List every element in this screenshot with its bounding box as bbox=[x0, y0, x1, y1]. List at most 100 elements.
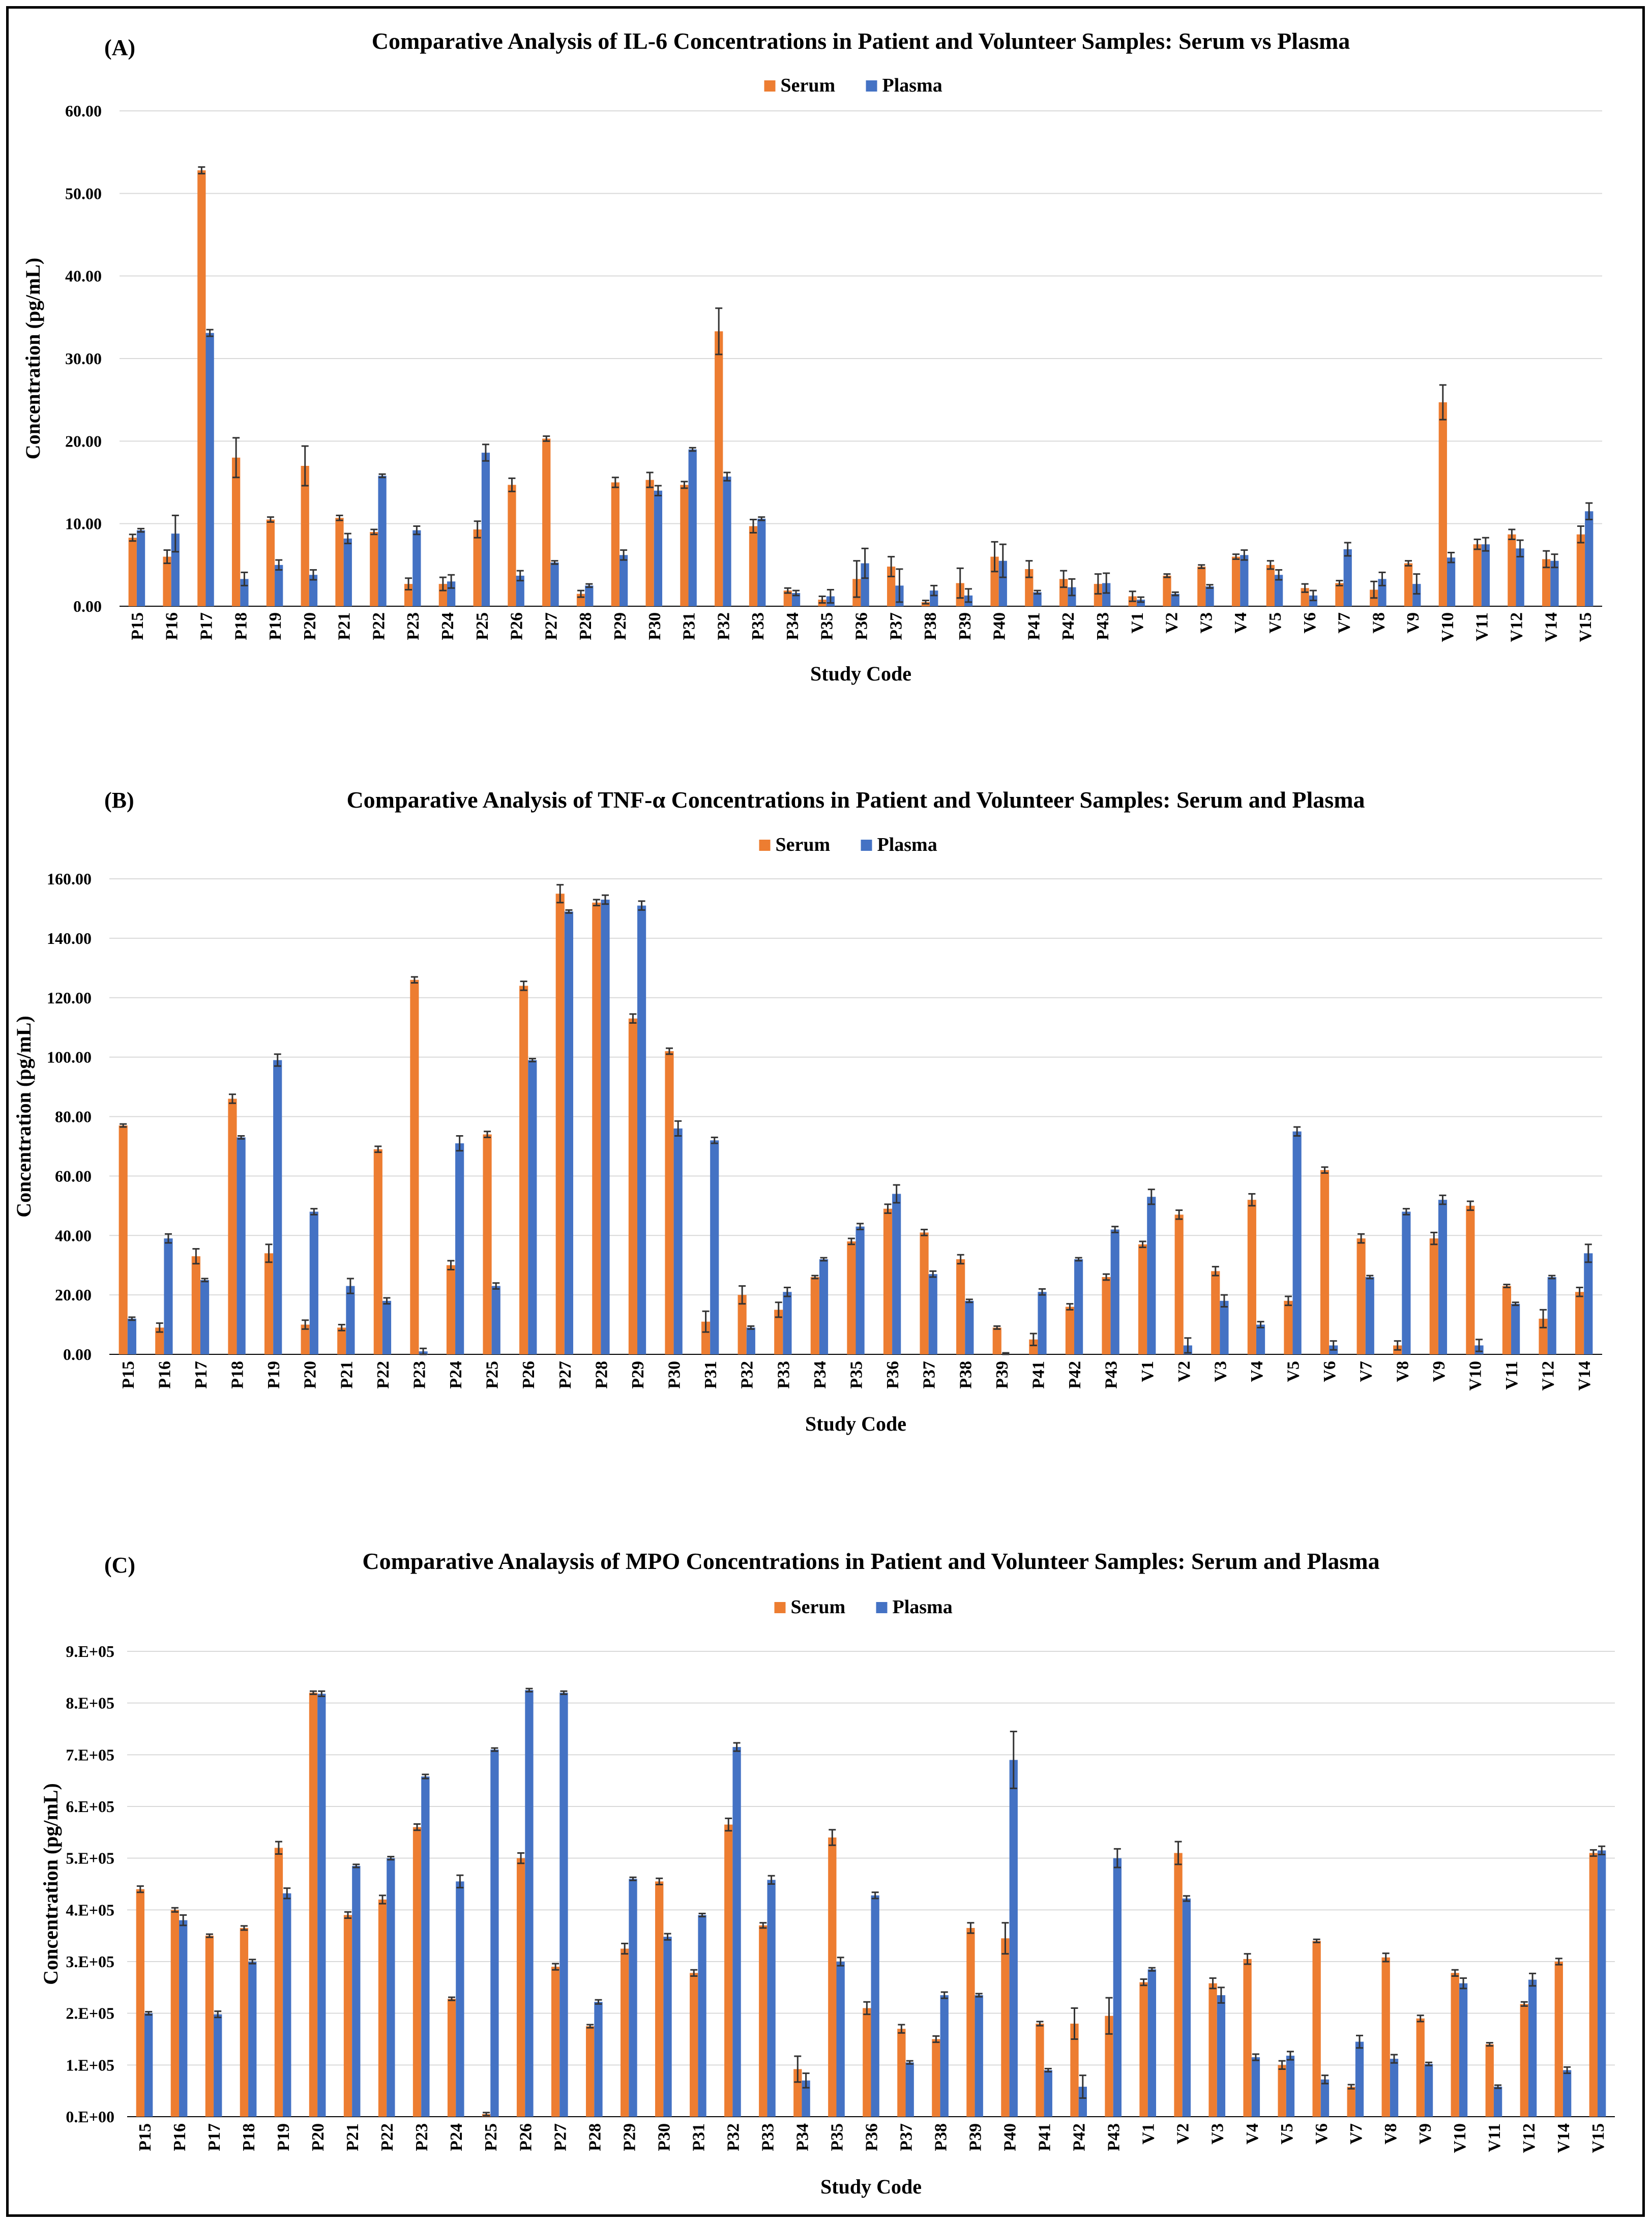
bar-plasma-P38 bbox=[965, 1300, 974, 1354]
x-tick-label: P25 bbox=[483, 1361, 502, 1389]
x-tick-label: P21 bbox=[343, 2123, 362, 2151]
bar-plasma-P18 bbox=[248, 1962, 257, 2117]
bar-serum-P33 bbox=[759, 1925, 768, 2117]
bar-serum-P16 bbox=[155, 1327, 164, 1354]
x-tick-label: V9 bbox=[1430, 1361, 1449, 1382]
x-tick-label: P24 bbox=[447, 2123, 466, 2151]
bar-serum-V7 bbox=[1347, 2087, 1355, 2117]
x-tick-label: V8 bbox=[1393, 1361, 1412, 1382]
bar-plasma-P30 bbox=[654, 490, 663, 606]
bar-plasma-P17 bbox=[205, 333, 214, 606]
x-tick-label: P40 bbox=[1001, 2123, 1020, 2151]
bar-serum-V14 bbox=[1575, 1292, 1584, 1354]
x-tick-label: V12 bbox=[1539, 1361, 1558, 1391]
bar-plasma-V7 bbox=[1365, 1277, 1374, 1354]
bar-serum-P23 bbox=[412, 1827, 422, 2117]
bar-plasma-P25 bbox=[491, 1286, 500, 1354]
bar-serum-V2 bbox=[1174, 1214, 1184, 1354]
x-tick-label: P31 bbox=[680, 612, 699, 640]
bar-plasma-V1 bbox=[1136, 600, 1145, 606]
bar-plasma-P34 bbox=[819, 1259, 829, 1354]
y-tick-label: 0.00 bbox=[63, 1345, 92, 1363]
x-tick-label: P38 bbox=[921, 612, 940, 640]
bar-serum-P27 bbox=[551, 1967, 560, 2117]
bar-plasma-V1 bbox=[1147, 1197, 1156, 1354]
bar-plasma-P40 bbox=[998, 560, 1007, 606]
bar-serum-P23 bbox=[410, 980, 419, 1354]
bar-serum-P22 bbox=[370, 531, 378, 606]
bar-plasma-P33 bbox=[757, 518, 766, 606]
x-tick-label: P15 bbox=[119, 1361, 138, 1389]
legend-swatch-plasma bbox=[876, 1602, 888, 1613]
x-tick-label: V3 bbox=[1197, 612, 1216, 634]
bar-serum-V10 bbox=[1451, 1973, 1459, 2117]
x-tick-label: P32 bbox=[724, 2123, 743, 2151]
bar-plasma-P37 bbox=[905, 2062, 914, 2117]
bar-plasma-P25 bbox=[490, 1749, 499, 2117]
bar-plasma-P26 bbox=[516, 575, 524, 606]
bar-serum-P29 bbox=[621, 1948, 629, 2117]
bar-serum-P20 bbox=[309, 1693, 318, 2117]
bar-serum-P19 bbox=[264, 1253, 274, 1354]
bar-plasma-V4 bbox=[1251, 2057, 1260, 2117]
bar-serum-P32 bbox=[738, 1295, 747, 1354]
bar-serum-P36 bbox=[883, 1208, 893, 1354]
x-tick-label: V1 bbox=[1139, 2123, 1158, 2145]
x-tick-label: P24 bbox=[447, 1361, 465, 1389]
bar-serum-V4 bbox=[1243, 1959, 1252, 2117]
x-tick-label: V5 bbox=[1266, 612, 1285, 634]
x-tick-label: V4 bbox=[1231, 612, 1250, 634]
bar-serum-P15 bbox=[128, 538, 137, 606]
x-tick-label: P17 bbox=[205, 2123, 224, 2151]
bar-plasma-P42 bbox=[1068, 587, 1076, 606]
bar-serum-V2 bbox=[1163, 575, 1171, 606]
bar-plasma-P41 bbox=[1038, 1292, 1047, 1354]
bar-serum-V9 bbox=[1429, 1238, 1438, 1354]
y-tick-label: 20.00 bbox=[65, 432, 102, 450]
bar-plasma-P20 bbox=[317, 1694, 326, 2117]
x-tick-label: V9 bbox=[1404, 612, 1423, 634]
bar-plasma-P42 bbox=[1078, 2087, 1087, 2117]
bar-serum-V5 bbox=[1266, 565, 1275, 606]
x-tick-label: P36 bbox=[863, 2123, 881, 2151]
x-tick-label: P35 bbox=[828, 2123, 846, 2151]
x-tick-label: P18 bbox=[228, 1361, 247, 1389]
bar-plasma-P16 bbox=[179, 1920, 188, 2117]
bar-serum-V1 bbox=[1138, 1244, 1147, 1354]
bar-serum-P37 bbox=[897, 2029, 906, 2117]
x-tick-label: P27 bbox=[542, 612, 560, 640]
bar-serum-P26 bbox=[508, 485, 516, 606]
x-tick-label: V10 bbox=[1466, 1361, 1485, 1391]
bar-plasma-V12 bbox=[1516, 548, 1524, 606]
bar-plasma-P24 bbox=[456, 1881, 464, 2117]
bar-serum-P43 bbox=[1102, 1277, 1111, 1354]
bar-plasma-P22 bbox=[378, 476, 387, 606]
x-tick-label: P42 bbox=[1066, 1361, 1084, 1389]
x-tick-label: V14 bbox=[1575, 1361, 1594, 1391]
y-tick-label: 120.00 bbox=[47, 989, 92, 1007]
bar-plasma-P43 bbox=[1102, 583, 1111, 606]
x-tick-label: P41 bbox=[1024, 612, 1043, 640]
bar-serum-P25 bbox=[473, 529, 482, 606]
bar-serum-P21 bbox=[337, 1327, 346, 1354]
bar-plasma-V5 bbox=[1292, 1131, 1302, 1354]
bar-serum-V6 bbox=[1312, 1941, 1321, 2117]
x-tick-label: P29 bbox=[629, 1361, 647, 1389]
bar-plasma-P31 bbox=[688, 449, 697, 606]
x-tick-label: P41 bbox=[1036, 2123, 1054, 2151]
bar-serum-V5 bbox=[1284, 1300, 1293, 1354]
x-tick-label: P20 bbox=[301, 1361, 320, 1389]
x-tick-label: P30 bbox=[645, 612, 664, 640]
bar-serum-P22 bbox=[373, 1149, 382, 1354]
legend-swatch-plasma bbox=[866, 80, 877, 92]
bar-serum-P20 bbox=[301, 466, 309, 606]
x-tick-label: V4 bbox=[1243, 2123, 1262, 2145]
bar-serum-P21 bbox=[335, 518, 344, 606]
bar-plasma-V5 bbox=[1286, 2056, 1295, 2117]
bar-plasma-V1 bbox=[1147, 1969, 1157, 2117]
bar-serum-P28 bbox=[592, 902, 601, 1354]
bar-plasma-V7 bbox=[1343, 549, 1352, 606]
bar-serum-P29 bbox=[611, 482, 620, 606]
bar-plasma-P19 bbox=[275, 565, 283, 606]
y-tick-label: 100.00 bbox=[47, 1048, 92, 1066]
